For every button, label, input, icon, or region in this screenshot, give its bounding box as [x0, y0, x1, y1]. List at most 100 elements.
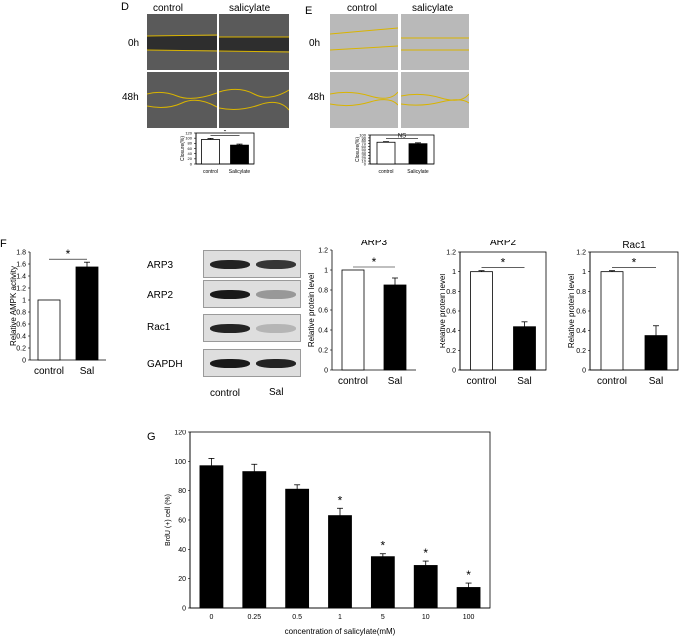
- bar: [376, 141, 396, 165]
- significance-mark: *: [466, 568, 471, 582]
- x-tick-label: Sal: [517, 376, 531, 387]
- chart-title: Rac1: [622, 240, 646, 251]
- significance-mark: *: [338, 493, 343, 507]
- y-tick-label: 0: [22, 357, 26, 364]
- bar: [370, 556, 395, 609]
- bar: [199, 465, 224, 609]
- panel-d-row-48h: 48h: [122, 92, 139, 103]
- bar: [75, 266, 99, 361]
- significance-label: *: [372, 255, 377, 269]
- blot-strip-arp3: [203, 250, 301, 278]
- y-tick-label: 1.2: [318, 247, 328, 254]
- x-tick-label: control: [34, 366, 64, 377]
- y-axis-label: Relative AMPK activity: [10, 266, 18, 346]
- significance-label: NS: [398, 134, 406, 140]
- y-tick-label: 1.8: [16, 249, 26, 256]
- chart-f-rac1: 0 0.2 0.4 0.6 0.8 1 1.2 control Sal * Relative pro…: [568, 240, 679, 387]
- y-tick-label: 0.8: [16, 309, 26, 316]
- y-tick-label: 40: [362, 150, 367, 155]
- blot-lane-control: control: [210, 388, 241, 399]
- y-tick-label: 0.4: [318, 327, 328, 334]
- micrograph-e-salicylate-0h: [401, 14, 469, 70]
- bar: [201, 139, 220, 165]
- y-tick-label: 0.2: [576, 348, 586, 355]
- y-tick-label: 0.2: [318, 347, 328, 354]
- panel-e-column-salicylate: salicylate: [412, 3, 454, 14]
- y-tick-label: 1.4: [16, 273, 26, 280]
- x-tick-label: 0.25: [247, 614, 261, 621]
- y-tick-label: 0.8: [318, 287, 328, 294]
- panel-d-row-0h: 0h: [128, 38, 140, 49]
- y-tick-label: 40: [188, 151, 193, 156]
- micrograph-d-salicylate-48h: [219, 72, 289, 128]
- y-axis-label: Relative protein level: [307, 273, 316, 347]
- y-tick-label: 0.8: [446, 289, 456, 296]
- panel-d-column-control: control: [153, 3, 184, 14]
- x-tick-label: Salicylate: [229, 169, 251, 175]
- y-axis-label: Relative protein level: [440, 274, 447, 348]
- y-tick-label: 50: [362, 147, 367, 152]
- blot-lane-sal: Sal: [269, 387, 284, 398]
- bar: [413, 565, 438, 609]
- blot-band: [210, 359, 250, 368]
- y-tick-label: 10: [362, 159, 367, 164]
- blot-band: [256, 260, 296, 269]
- y-tick-label: 0.2: [446, 348, 456, 355]
- micrograph-e-control-48h: [330, 72, 398, 128]
- bar: [408, 143, 428, 165]
- blot-strip-arp2: [203, 280, 301, 308]
- x-tick-label: Sal: [388, 376, 402, 387]
- x-tick-label: control: [378, 169, 393, 175]
- significance-mark: *: [423, 546, 428, 560]
- blot-band: [210, 290, 250, 299]
- micrograph-e-salicylate-48h: [401, 72, 469, 128]
- y-tick-label: 20: [188, 156, 193, 161]
- chart-g-brdu: 0 20 40 60 80 100 120 0 0.25 0.5 1 * 5 * 10 * 100 * BrdU (…: [165, 430, 491, 636]
- y-tick-label: 20: [178, 576, 186, 583]
- x-tick-label: control: [338, 376, 368, 387]
- significance-mark: *: [381, 539, 386, 553]
- y-tick-label: 1.6: [16, 261, 26, 268]
- y-tick-label: 40: [178, 547, 186, 554]
- bar: [470, 271, 493, 371]
- panel-g-letter: G: [147, 431, 156, 443]
- x-tick-label: Sal: [80, 366, 94, 377]
- y-tick-label: 1.2: [16, 285, 26, 292]
- y-tick-label: 0.6: [446, 308, 456, 315]
- panel-e-letter: E: [305, 5, 313, 17]
- y-tick-label: 80: [178, 488, 186, 495]
- y-tick-label: 20: [362, 156, 367, 161]
- y-tick-label: 0.2: [16, 345, 26, 352]
- micrograph-d-control-48h: [147, 72, 217, 128]
- x-tick-label: 5: [381, 614, 385, 621]
- y-tick-label: 1.2: [446, 249, 456, 256]
- y-tick-label: 100: [359, 132, 366, 137]
- y-tick-label: 1: [582, 269, 586, 276]
- bar: [285, 488, 310, 609]
- x-tick-label: 100: [463, 614, 475, 621]
- y-tick-label: 0: [190, 161, 193, 166]
- bar: [600, 271, 624, 371]
- y-tick-label: 120: [174, 430, 186, 436]
- y-tick-label: 0.4: [16, 333, 26, 340]
- micrograph-e-control-0h: [330, 14, 398, 70]
- y-tick-label: 120: [185, 130, 192, 135]
- y-tick-label: 1.2: [576, 249, 586, 256]
- y-tick-label: 100: [174, 459, 186, 466]
- x-tick-label: control: [597, 376, 627, 387]
- bar: [328, 515, 352, 609]
- x-axis-label: concentration of salicylate(mM): [285, 627, 396, 636]
- significance-label: *: [501, 256, 506, 270]
- y-tick-label: 0.6: [576, 308, 586, 315]
- blot-band: [256, 324, 296, 333]
- blot-band: [256, 290, 296, 299]
- y-tick-label: 0: [582, 367, 586, 374]
- bar: [383, 284, 407, 371]
- blot-strip-rac1: [203, 314, 301, 342]
- blot-label-arp2: ARP2: [147, 290, 174, 301]
- x-tick-label: 0: [209, 614, 213, 621]
- bar: [242, 471, 267, 609]
- chart-title: ARP3: [361, 240, 388, 248]
- bar: [230, 144, 249, 165]
- y-tick-label: 30: [362, 153, 367, 158]
